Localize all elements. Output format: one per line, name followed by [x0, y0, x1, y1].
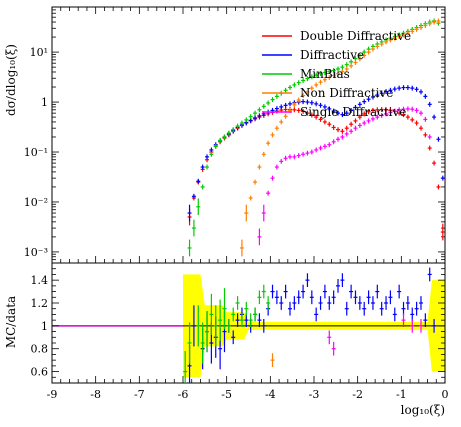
ratio-y-tick-label: 1.2 — [31, 297, 49, 310]
x-tick-label: -7 — [134, 388, 145, 401]
main-y-axis-label: dσ/dlog₁₀(ξ) — [4, 44, 18, 116]
ratio-y-tick-label: 0.6 — [31, 366, 49, 379]
x-tick-label: -2 — [352, 388, 363, 401]
legend-label: Diffractive — [300, 48, 364, 62]
x-tick-label: -3 — [309, 388, 320, 401]
legend-label: Double Diffractive — [300, 29, 411, 43]
ratio-y-axis-label: MC/data — [4, 296, 18, 348]
x-tick-label: -5 — [221, 388, 232, 401]
ratio-y-tick-label: 1 — [41, 320, 48, 333]
main-plot-frame — [51, 6, 446, 264]
legend-label: Non Diffractive — [300, 86, 393, 100]
main-panel: 10⁻³ 10⁻² 10⁻¹ 1 10¹ Double Diffractive Diffra… — [24, 6, 446, 264]
ratio-y-tick-label: 0.8 — [31, 343, 49, 356]
ratio-panel: 0.6 0.8 1 1.2 1.4 -9 -8 -7 -6 -5 -4 -3 -2 -1 0 — [31, 262, 449, 401]
ratio-y-tick-label: 1.4 — [31, 274, 49, 287]
legend-label: Single Diffractive — [300, 105, 406, 119]
main-y-tick-label: 1 — [41, 96, 48, 109]
ratio-series-non-diffractive — [270, 353, 275, 367]
main-y-tick-label: 10¹ — [30, 46, 48, 59]
ratio-plot-frame — [51, 262, 446, 384]
main-y-tick-label: 10⁻¹ — [24, 146, 48, 159]
series-double-diffractive — [187, 107, 445, 241]
main-y-tick-label: 10⁻² — [24, 196, 48, 209]
x-tick-label: -9 — [47, 388, 58, 401]
x-tick-label: -4 — [265, 388, 276, 401]
main-y-tick-label: 10⁻³ — [24, 246, 48, 259]
series-single-diffractive — [257, 106, 432, 246]
x-axis-label: log₁₀(ξ) — [401, 403, 445, 417]
series-non-diffractive — [239, 18, 441, 257]
x-tick-label: -1 — [396, 388, 407, 401]
legend-label: MinBias — [300, 67, 350, 81]
x-tick-label: -8 — [90, 388, 101, 401]
legend: Double Diffractive Diffractive MinBias Non … — [262, 29, 411, 119]
ratio-series-single-diffractive — [327, 313, 423, 356]
x-tick-label: -6 — [178, 388, 189, 401]
ratio-series-minbias — [183, 284, 271, 383]
x-tick-label: 0 — [442, 388, 449, 401]
